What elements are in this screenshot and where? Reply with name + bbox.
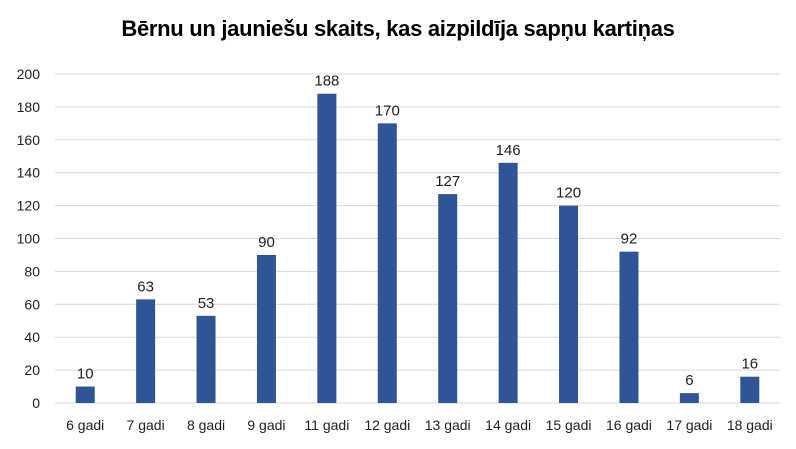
category-label: 9 gadi: [247, 417, 285, 433]
bar: [438, 194, 458, 403]
chart-title: Bērnu un jauniešu skaits, kas aizpildīja…: [121, 16, 675, 41]
bar: [559, 205, 579, 403]
data-label: 6: [685, 372, 693, 389]
bar: [377, 123, 397, 403]
y-axis-tick-labels: 0 20 40 60 80 100 120 140 160 180 200: [17, 66, 41, 411]
y-tick-label: 120: [17, 198, 41, 214]
y-tick-label: 20: [24, 362, 40, 378]
category-label: 11 gadi: [304, 417, 349, 433]
y-tick-label: 160: [17, 132, 41, 148]
y-tick-label: 180: [17, 99, 41, 115]
bar: [136, 299, 156, 403]
data-label: 16: [741, 356, 758, 373]
data-label: 92: [621, 231, 638, 248]
gridlines: [55, 73, 780, 404]
data-label: 90: [258, 234, 275, 251]
bar: [679, 393, 699, 403]
y-tick-label: 0: [32, 395, 40, 411]
category-label: 15 gadi: [546, 417, 592, 433]
category-label: 6 gadi: [66, 417, 104, 433]
bar: [317, 93, 337, 404]
category-label: 18 gadi: [727, 417, 773, 433]
category-label: 14 gadi: [485, 417, 531, 433]
data-label: 170: [375, 102, 400, 119]
data-label: 120: [556, 185, 581, 202]
data-labels: 10 63 53 90 188 170 127 146 120 92 6 16: [77, 73, 758, 389]
x-axis-category-labels: 6 gadi 7 gadi 8 gadi 9 gadi 11 gadi 12 gadi 13…: [66, 417, 773, 433]
y-tick-label: 40: [24, 329, 40, 345]
y-tick-label: 100: [17, 231, 41, 247]
data-label: 63: [137, 278, 154, 295]
bar: [740, 376, 760, 403]
y-tick-label: 80: [24, 263, 40, 279]
bar: [498, 162, 518, 403]
y-tick-label: 200: [17, 66, 41, 82]
data-label: 10: [77, 366, 94, 383]
bars: [75, 93, 760, 404]
bar: [75, 386, 95, 403]
data-label: 188: [314, 73, 339, 90]
category-label: 12 gadi: [364, 417, 410, 433]
bar: [196, 315, 216, 403]
y-tick-label: 140: [17, 165, 41, 181]
category-label: 16 gadi: [606, 417, 652, 433]
data-label: 146: [496, 142, 521, 159]
bar: [619, 251, 639, 403]
category-label: 17 gadi: [666, 417, 712, 433]
category-label: 7 gadi: [127, 417, 165, 433]
category-label: 13 gadi: [425, 417, 471, 433]
y-tick-label: 60: [24, 296, 40, 312]
category-label: 8 gadi: [187, 417, 225, 433]
data-label: 127: [435, 173, 460, 190]
data-label: 53: [198, 295, 215, 312]
bar: [256, 254, 276, 403]
